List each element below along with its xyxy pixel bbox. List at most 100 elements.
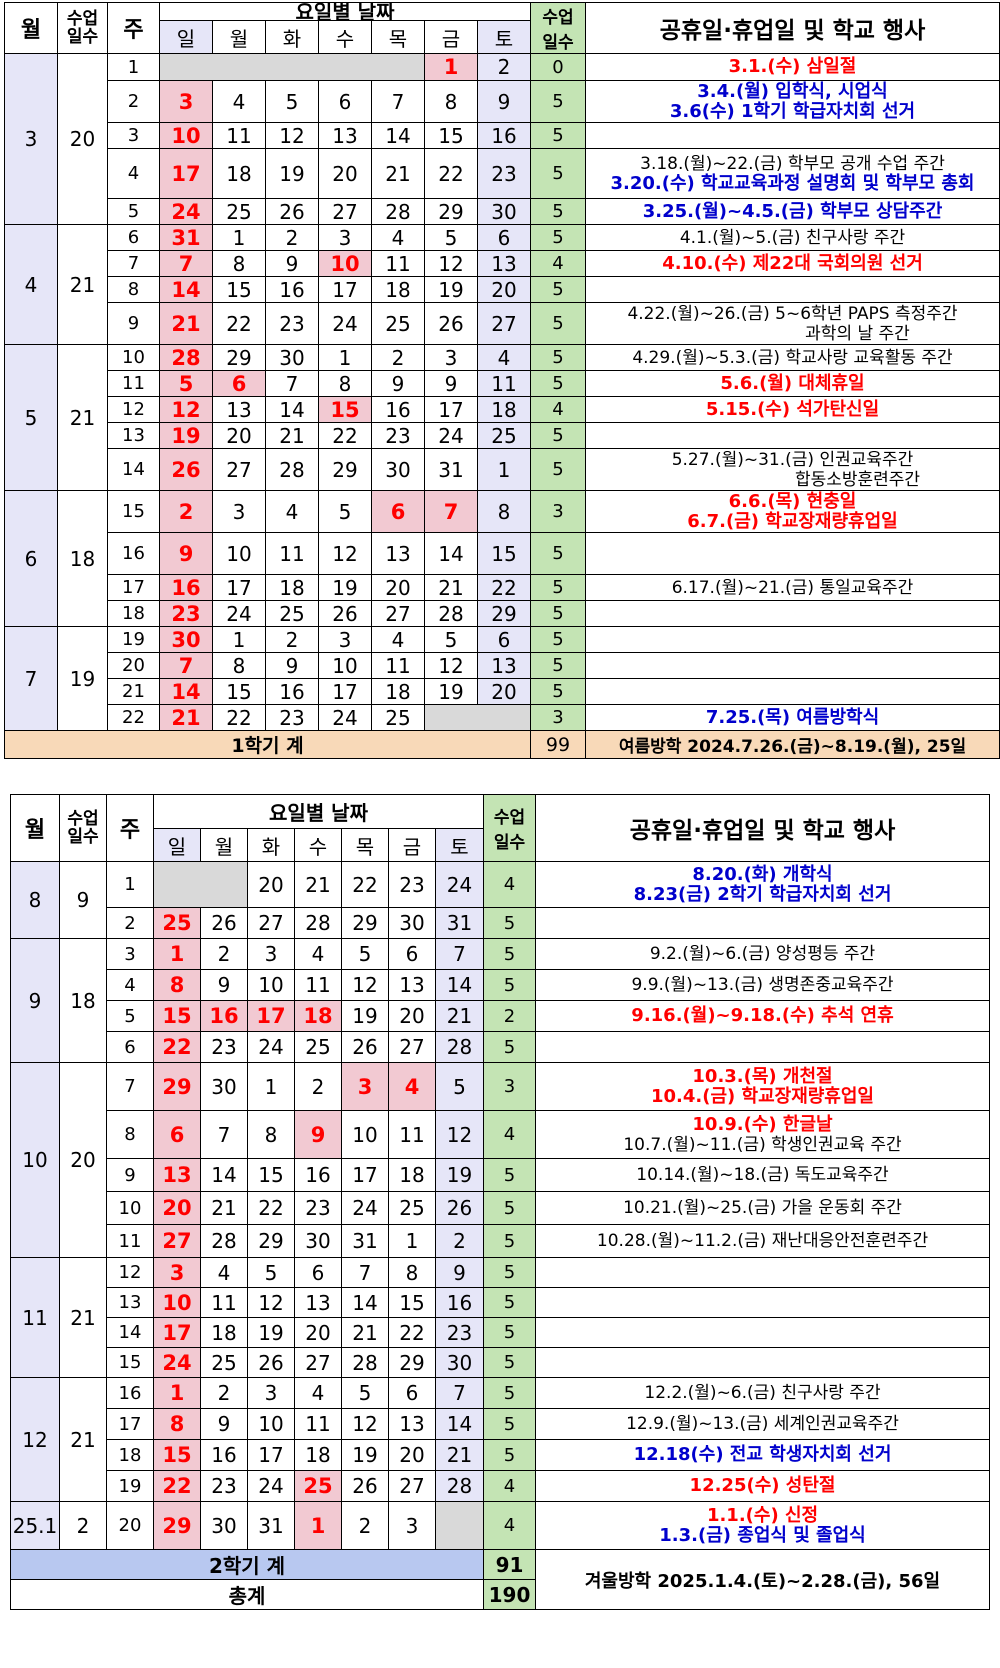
date-cell: 28 xyxy=(265,448,319,491)
week-row: 11 21 12 3 4 5 6 7 8 9 5 xyxy=(10,1257,990,1378)
date-cell: 6 xyxy=(477,626,531,653)
month-school-days: 18 xyxy=(57,490,108,627)
date-cell: 31 xyxy=(424,448,478,491)
date-cell: 24 xyxy=(212,600,266,627)
date-cell: 11 xyxy=(294,1408,342,1440)
week-school-days: 5 xyxy=(530,80,586,123)
date-cell: 7 xyxy=(341,1257,389,1288)
weekday-header: 화 xyxy=(247,828,295,862)
empty-date-cell xyxy=(159,53,425,81)
semester2-summary-row: 2학기 계 91 겨울방학 2025.1.4.(토)~2.28.(금), 56일 xyxy=(10,1549,990,1610)
date-cell: 2 xyxy=(435,1224,484,1258)
date-cell: 20 xyxy=(294,1317,342,1348)
date-cell: 9 xyxy=(371,370,425,397)
week-number: 6 xyxy=(106,1031,154,1063)
date-cell: 27 xyxy=(212,448,266,491)
holiday-date-cell: 17 xyxy=(153,1317,201,1348)
week-row: 18 23 24 25 26 27 28 29 5 xyxy=(5,600,1000,627)
week-row: 8 14 15 16 17 18 19 20 5 xyxy=(5,276,1000,303)
weekday-header: 토 xyxy=(477,20,531,54)
event-text: 3.18.(월)~22.(금) 학부모 공개 수업 주간 xyxy=(640,153,945,174)
date-cell: 23 xyxy=(371,422,425,449)
holiday-date-cell: 1 xyxy=(153,938,201,970)
month-cell: 7 xyxy=(4,626,58,731)
date-cell: 13 xyxy=(212,396,266,423)
week-school-days: 5 xyxy=(483,1439,536,1471)
events-cell xyxy=(585,626,1000,653)
date-cell: 1 xyxy=(212,626,266,653)
date-cell: 11 xyxy=(294,969,342,1001)
event-text: 4.1.(월)~5.(금) 친구사랑 주간 xyxy=(679,227,906,248)
date-cell: 29 xyxy=(318,448,372,491)
date-cell: 5 xyxy=(424,224,478,251)
week-school-days: 5 xyxy=(530,198,586,225)
empty-date-cell xyxy=(153,861,248,908)
date-cell: 15 xyxy=(247,1158,295,1192)
date-cell: 6 xyxy=(477,224,531,251)
date-cell: 22 xyxy=(341,861,389,908)
date-cell: 5 xyxy=(265,80,319,123)
month-cell: 10 xyxy=(10,1062,60,1258)
events-cell: 4.1.(월)~5.(금) 친구사랑 주간 xyxy=(585,224,1000,251)
event-text: 10.14.(월)~18.(금) 독도교육주간 xyxy=(636,1165,889,1185)
date-cell: 9 xyxy=(200,1408,248,1440)
week-row: 10 20 21 22 23 24 25 26 5 10.21.(월)~25.(금) 가을 운동회… xyxy=(11,1191,990,1225)
week-row: 9 18 3 1 2 3 4 5 6 7 5 9.2.(월)~6.(금) 양성평등 주간 xyxy=(10,938,990,1063)
week-row: 6 22 23 24 25 26 27 28 5 xyxy=(11,1031,990,1063)
holiday-date-cell: 25 xyxy=(153,907,201,939)
events-cell xyxy=(585,122,1000,149)
week-school-days: 5 xyxy=(483,907,536,939)
date-cell: 12 xyxy=(341,1408,389,1440)
week-school-days: 5 xyxy=(530,574,586,601)
week-school-days: 5 xyxy=(530,302,586,345)
date-cell: 17 xyxy=(318,678,372,705)
holiday-date-cell: 16 xyxy=(200,1000,248,1032)
month-cell: 8 xyxy=(10,861,60,939)
date-cell: 25 xyxy=(388,1191,436,1225)
date-cell: 21 xyxy=(294,861,342,908)
date-cell: 2 xyxy=(371,344,425,371)
date-cell: 26 xyxy=(341,1031,389,1063)
date-cell: 15 xyxy=(212,276,266,303)
date-cell: 24 xyxy=(247,1470,295,1502)
date-cell: 30 xyxy=(294,1224,342,1258)
events-cell xyxy=(585,652,1000,679)
holiday-date-cell: 14 xyxy=(159,678,213,705)
week-row: 11 5 6 7 8 9 9 11 5 5.6.(월) 대체휴일 xyxy=(5,370,1000,397)
holiday-date-cell: 1 xyxy=(153,1377,201,1409)
col-events-header: 공휴일·휴업일 및 학교 행사 xyxy=(585,2,1000,54)
holiday-date-cell: 3 xyxy=(341,1062,389,1111)
date-cell: 10 xyxy=(247,1408,295,1440)
events-cell xyxy=(535,1257,990,1288)
date-cell: 16 xyxy=(200,1439,248,1471)
date-cell: 31 xyxy=(341,1224,389,1258)
week-number: 8 xyxy=(107,276,160,303)
date-cell: 9 xyxy=(435,1257,484,1288)
events-cell: 10.14.(월)~18.(금) 독도교육주간 xyxy=(535,1158,990,1192)
date-cell: 27 xyxy=(294,1347,342,1378)
date-cell: 30 xyxy=(265,344,319,371)
date-cell: 28 xyxy=(424,600,478,627)
date-cell: 28 xyxy=(371,198,425,225)
date-cell: 15 xyxy=(388,1287,436,1318)
date-cell: 25 xyxy=(212,198,266,225)
date-cell: 11 xyxy=(371,250,425,277)
date-cell: 4 xyxy=(265,490,319,533)
event-text: 5.27.(월)~31.(금) 인권교육주간 xyxy=(671,449,914,470)
events-cell xyxy=(535,1287,990,1318)
week-number: 12 xyxy=(106,1257,154,1288)
date-cell: 16 xyxy=(294,1158,342,1192)
date-cell: 26 xyxy=(341,1470,389,1502)
date-cell: 5 xyxy=(247,1257,295,1288)
date-cell: 4 xyxy=(477,344,531,371)
holiday-date-cell: 12 xyxy=(159,396,213,423)
date-cell: 24 xyxy=(318,704,372,731)
events-cell: 3.25.(월)~4.5.(금) 학부모 상담주간 xyxy=(585,198,1000,225)
summer-break-note: 여름방학 2024.7.26.(금)~8.19.(월), 25일 xyxy=(585,730,1000,759)
events-cell xyxy=(535,1031,990,1063)
week-number: 1 xyxy=(107,53,160,81)
semester1-summary-row: 1학기 계 99 여름방학 2024.7.26.(금)~8.19.(월), 25… xyxy=(4,730,1000,759)
date-cell: 24 xyxy=(341,1191,389,1225)
holiday-date-cell: 27 xyxy=(153,1224,201,1258)
